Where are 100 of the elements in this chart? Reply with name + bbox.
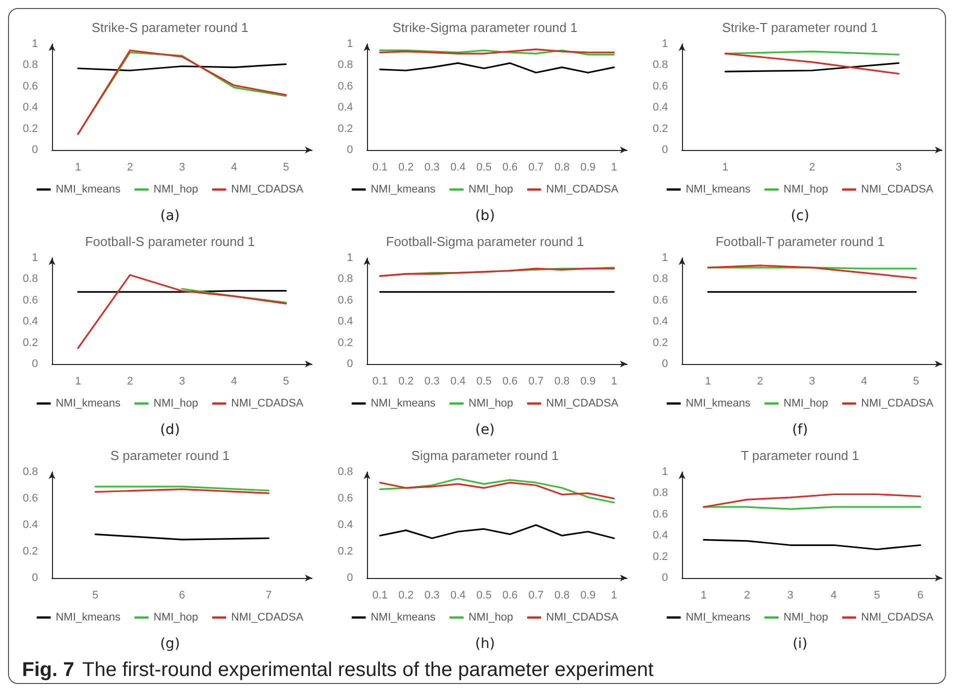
y-tick-label: 0.4 [22,519,38,531]
chart-title: Strike-S parameter round 1 [92,20,248,35]
legend-label: NMI_kmeans [56,398,122,410]
x-tick-label: 0.7 [528,162,544,174]
x-tick-label: 0.1 [372,590,388,602]
legend-label: NMI_kmeans [370,184,436,196]
legend-label: NMI_hop [154,398,198,410]
x-tick-label: 0.3 [424,590,440,602]
x-tick-label: 5 [282,376,290,388]
y-tick-label: 0.8 [338,59,353,72]
y-tick-label: 0.2 [652,550,668,563]
y-tick-label: 1 [662,466,668,478]
x-tick-label: 1 [700,590,707,602]
chart-title: Strike-T parameter round 1 [722,20,878,35]
text: (h) [475,636,495,652]
x-tick-label: 1 [610,376,618,388]
y-tick-label: 0 [346,358,353,370]
line-series [702,539,922,550]
y-tick-label: 0.2 [652,336,668,349]
x-tick-label: 1 [74,376,82,388]
y-tick-label: 0 [32,358,38,370]
x-tick-label: 0.9 [580,376,596,388]
y-tick-label: 0 [346,572,353,584]
y-tick-label: 0 [662,572,668,584]
legend-label: NMI_CDADSA [546,612,619,624]
x-tick-label: 0.2 [398,376,414,388]
x-tick-label: 0.5 [476,162,492,174]
x-tick-label: 0.9 [580,590,596,602]
y-tick-label: 0.8 [338,273,353,286]
x-tick-label: 0.7 [528,590,544,602]
x-tick-label: 0.5 [476,590,492,602]
legend-label: NMI_hop [154,612,198,624]
y-tick-label: 0 [662,358,668,370]
x-tick-label: 0.3 [424,162,440,174]
legend-label: NMI_CDADSA [861,184,934,196]
x-tick-label: 4 [230,162,238,174]
x-tick-label: 0.1 [372,376,388,388]
y-tick-label: 1 [346,252,353,264]
y-tick-label: 1 [346,38,353,50]
x-tick-label: 0.2 [398,590,414,602]
x-tick-label: 3 [178,162,186,174]
y-tick-label: 0.4 [338,519,353,531]
y-tick-label: 0.8 [338,466,353,478]
legend-label: NMI_hop [468,612,514,624]
x-tick-label: 5 [282,162,290,174]
line-series [379,524,615,540]
x-tick-label: 6 [178,590,186,602]
x-tick-label: 2 [744,590,750,602]
x-tick-label: 1 [74,162,82,174]
y-tick-label: 0 [662,144,668,156]
x-tick-label: 1 [704,376,712,388]
legend-label: NMI_hop [154,184,198,196]
chart-title: S parameter round 1 [110,448,230,463]
chart-title: Strike-Sigma parameter round 1 [392,20,578,35]
y-tick-label: 1 [662,252,668,264]
line-series [379,62,615,74]
y-tick-label: 0.8 [22,59,38,72]
legend-label: NMI_kmeans [370,612,436,624]
x-tick-label: 0.8 [554,376,570,388]
legend-label: NMI_hop [468,398,514,410]
legend-label: NMI_kmeans [56,612,122,624]
chart-title: Football-S parameter round 1 [85,234,255,249]
y-tick-label: 0.6 [652,294,668,306]
chart-title: Football-T parameter round 1 [716,234,884,249]
text: (e) [475,422,495,438]
x-tick-label: 0.8 [554,162,570,174]
text: (i) [792,636,808,652]
x-tick-label: 2 [808,162,816,174]
x-tick-label: 5 [912,376,920,388]
y-tick-label: 0.4 [652,530,668,542]
line-series [379,478,615,504]
x-tick-label: 6 [917,590,924,602]
x-tick-label: 0.2 [398,162,414,174]
x-tick-label: 2 [126,162,134,174]
line-series [77,274,287,349]
y-tick-label: 0.6 [338,492,353,504]
legend-label: NMI_CDADSA [231,612,304,624]
y-tick-label: 0.4 [22,316,38,328]
x-tick-label: 0.4 [450,162,466,174]
text: (b) [475,208,495,224]
y-tick-label: 0.8 [652,487,668,500]
caption: Fig. 7 [22,659,74,681]
y-tick-label: 0.6 [338,294,353,306]
legend-label: NMI_CDADSA [546,184,619,196]
x-tick-label: 0.4 [450,376,466,388]
x-tick-label: 5 [874,590,880,602]
y-tick-label: 0.4 [652,102,668,114]
y-tick-label: 0.4 [338,316,353,328]
x-tick-label: 0.8 [554,590,570,602]
chart-title: Sigma parameter round 1 [411,448,559,463]
y-tick-label: 0.4 [338,102,353,114]
line-series [379,482,615,500]
legend-label: NMI_kmeans [686,612,752,624]
y-tick-label: 0 [32,572,38,584]
x-tick-label: 0.5 [476,376,492,388]
x-tick-label: 3 [896,162,902,174]
legend-label: NMI_hop [468,184,514,196]
text: (d) [160,422,180,438]
y-tick-label: 0.4 [652,316,668,328]
x-tick-label: 4 [230,376,238,388]
